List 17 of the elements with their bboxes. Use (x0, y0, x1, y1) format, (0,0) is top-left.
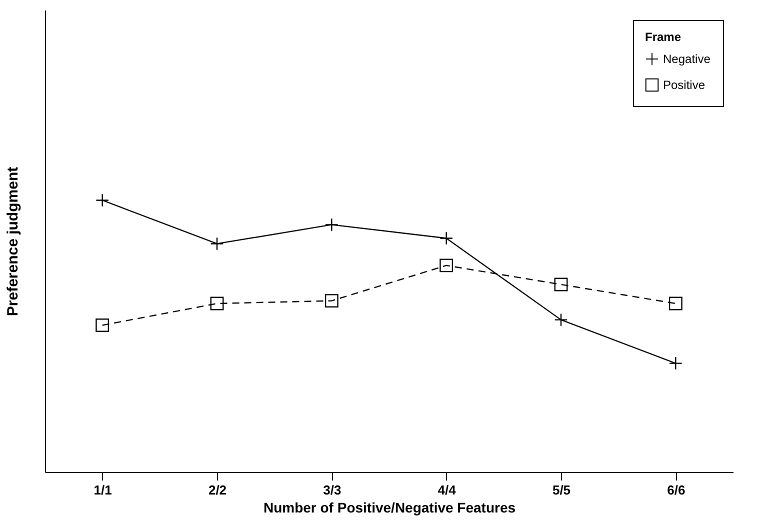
x-tick-label: 3/3 (323, 482, 342, 498)
point (440, 258, 454, 272)
x-tick-label: 4/4 (438, 482, 457, 498)
point (96, 318, 110, 332)
legend-title: Frame (645, 30, 682, 44)
x-tick-label: 5/5 (552, 482, 571, 498)
x-tick-label: 6/6 (667, 482, 686, 498)
x-tick-label: 1/1 (94, 482, 112, 498)
point (668, 296, 682, 310)
legend-label: Negative (663, 52, 711, 66)
point (554, 278, 568, 292)
x-tick-label: 2/2 (208, 482, 227, 498)
x-axis-title: Number of Positive/Negative Features (263, 500, 516, 516)
point (210, 296, 224, 310)
point (324, 294, 338, 308)
legend-label: Positive (663, 78, 706, 92)
y-axis-title: Preference judgment (4, 166, 22, 316)
